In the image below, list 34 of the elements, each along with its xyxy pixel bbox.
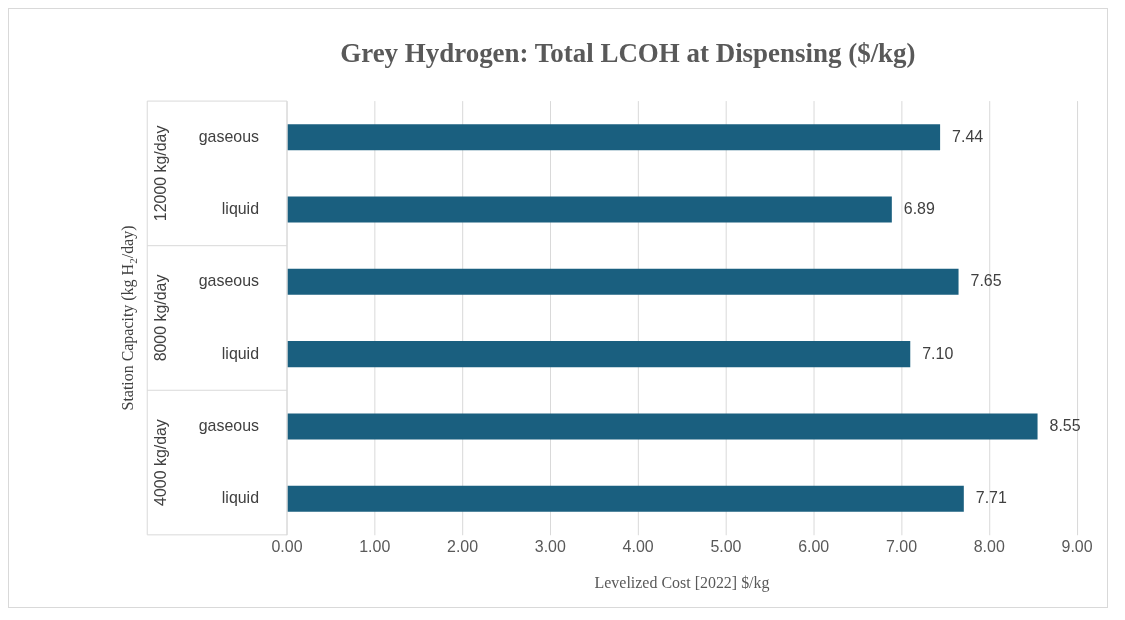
- x-tick-label: 4.00: [622, 537, 654, 555]
- data-label: 7.71: [975, 489, 1007, 507]
- bar: [287, 196, 892, 223]
- text: 12000 kg/day: [151, 125, 169, 222]
- bar: [287, 341, 911, 368]
- y-axis-title: Station Capacity (kg H2/day): [119, 225, 140, 411]
- chart-title: Grey Hydrogen: Total LCOH at Dispensing ($/kg): [340, 38, 916, 68]
- y-tick-label: gaseous: [198, 416, 260, 434]
- x-tick-label: 5.00: [710, 537, 742, 555]
- x-tick-label: 6.00: [798, 537, 830, 555]
- text: 4000 kg/day: [151, 419, 169, 506]
- data-label: 6.89: [903, 199, 935, 217]
- data-label: 8.55: [1049, 416, 1081, 434]
- data-label: 7.44: [952, 127, 984, 145]
- y-tick-label: gaseous: [198, 127, 260, 145]
- bar: [287, 268, 959, 295]
- bar: [287, 413, 1038, 440]
- x-tick-label: 8.00: [973, 537, 1005, 555]
- bar: [287, 485, 964, 512]
- x-tick-label: 7.00: [885, 537, 918, 555]
- data-label: 7.10: [922, 344, 954, 362]
- y-tick-label: gaseous: [198, 272, 260, 290]
- y-tick-label: liquid: [221, 489, 260, 507]
- data-label: 7.65: [970, 272, 1002, 290]
- x-tick-label: 3.00: [534, 537, 566, 555]
- x-axis-title: Levelized Cost [2022] $/kg: [594, 573, 770, 592]
- x-tick-label: 0.00: [271, 537, 303, 555]
- text: 8000 kg/day: [151, 274, 169, 362]
- x-tick-label: 9.00: [1061, 537, 1093, 555]
- x-tick-label: 1.00: [359, 537, 391, 555]
- y-tick-label: liquid: [221, 199, 260, 217]
- bar: [287, 124, 941, 151]
- x-tick-label: 2.00: [447, 537, 479, 555]
- y-tick-label: liquid: [221, 344, 260, 362]
